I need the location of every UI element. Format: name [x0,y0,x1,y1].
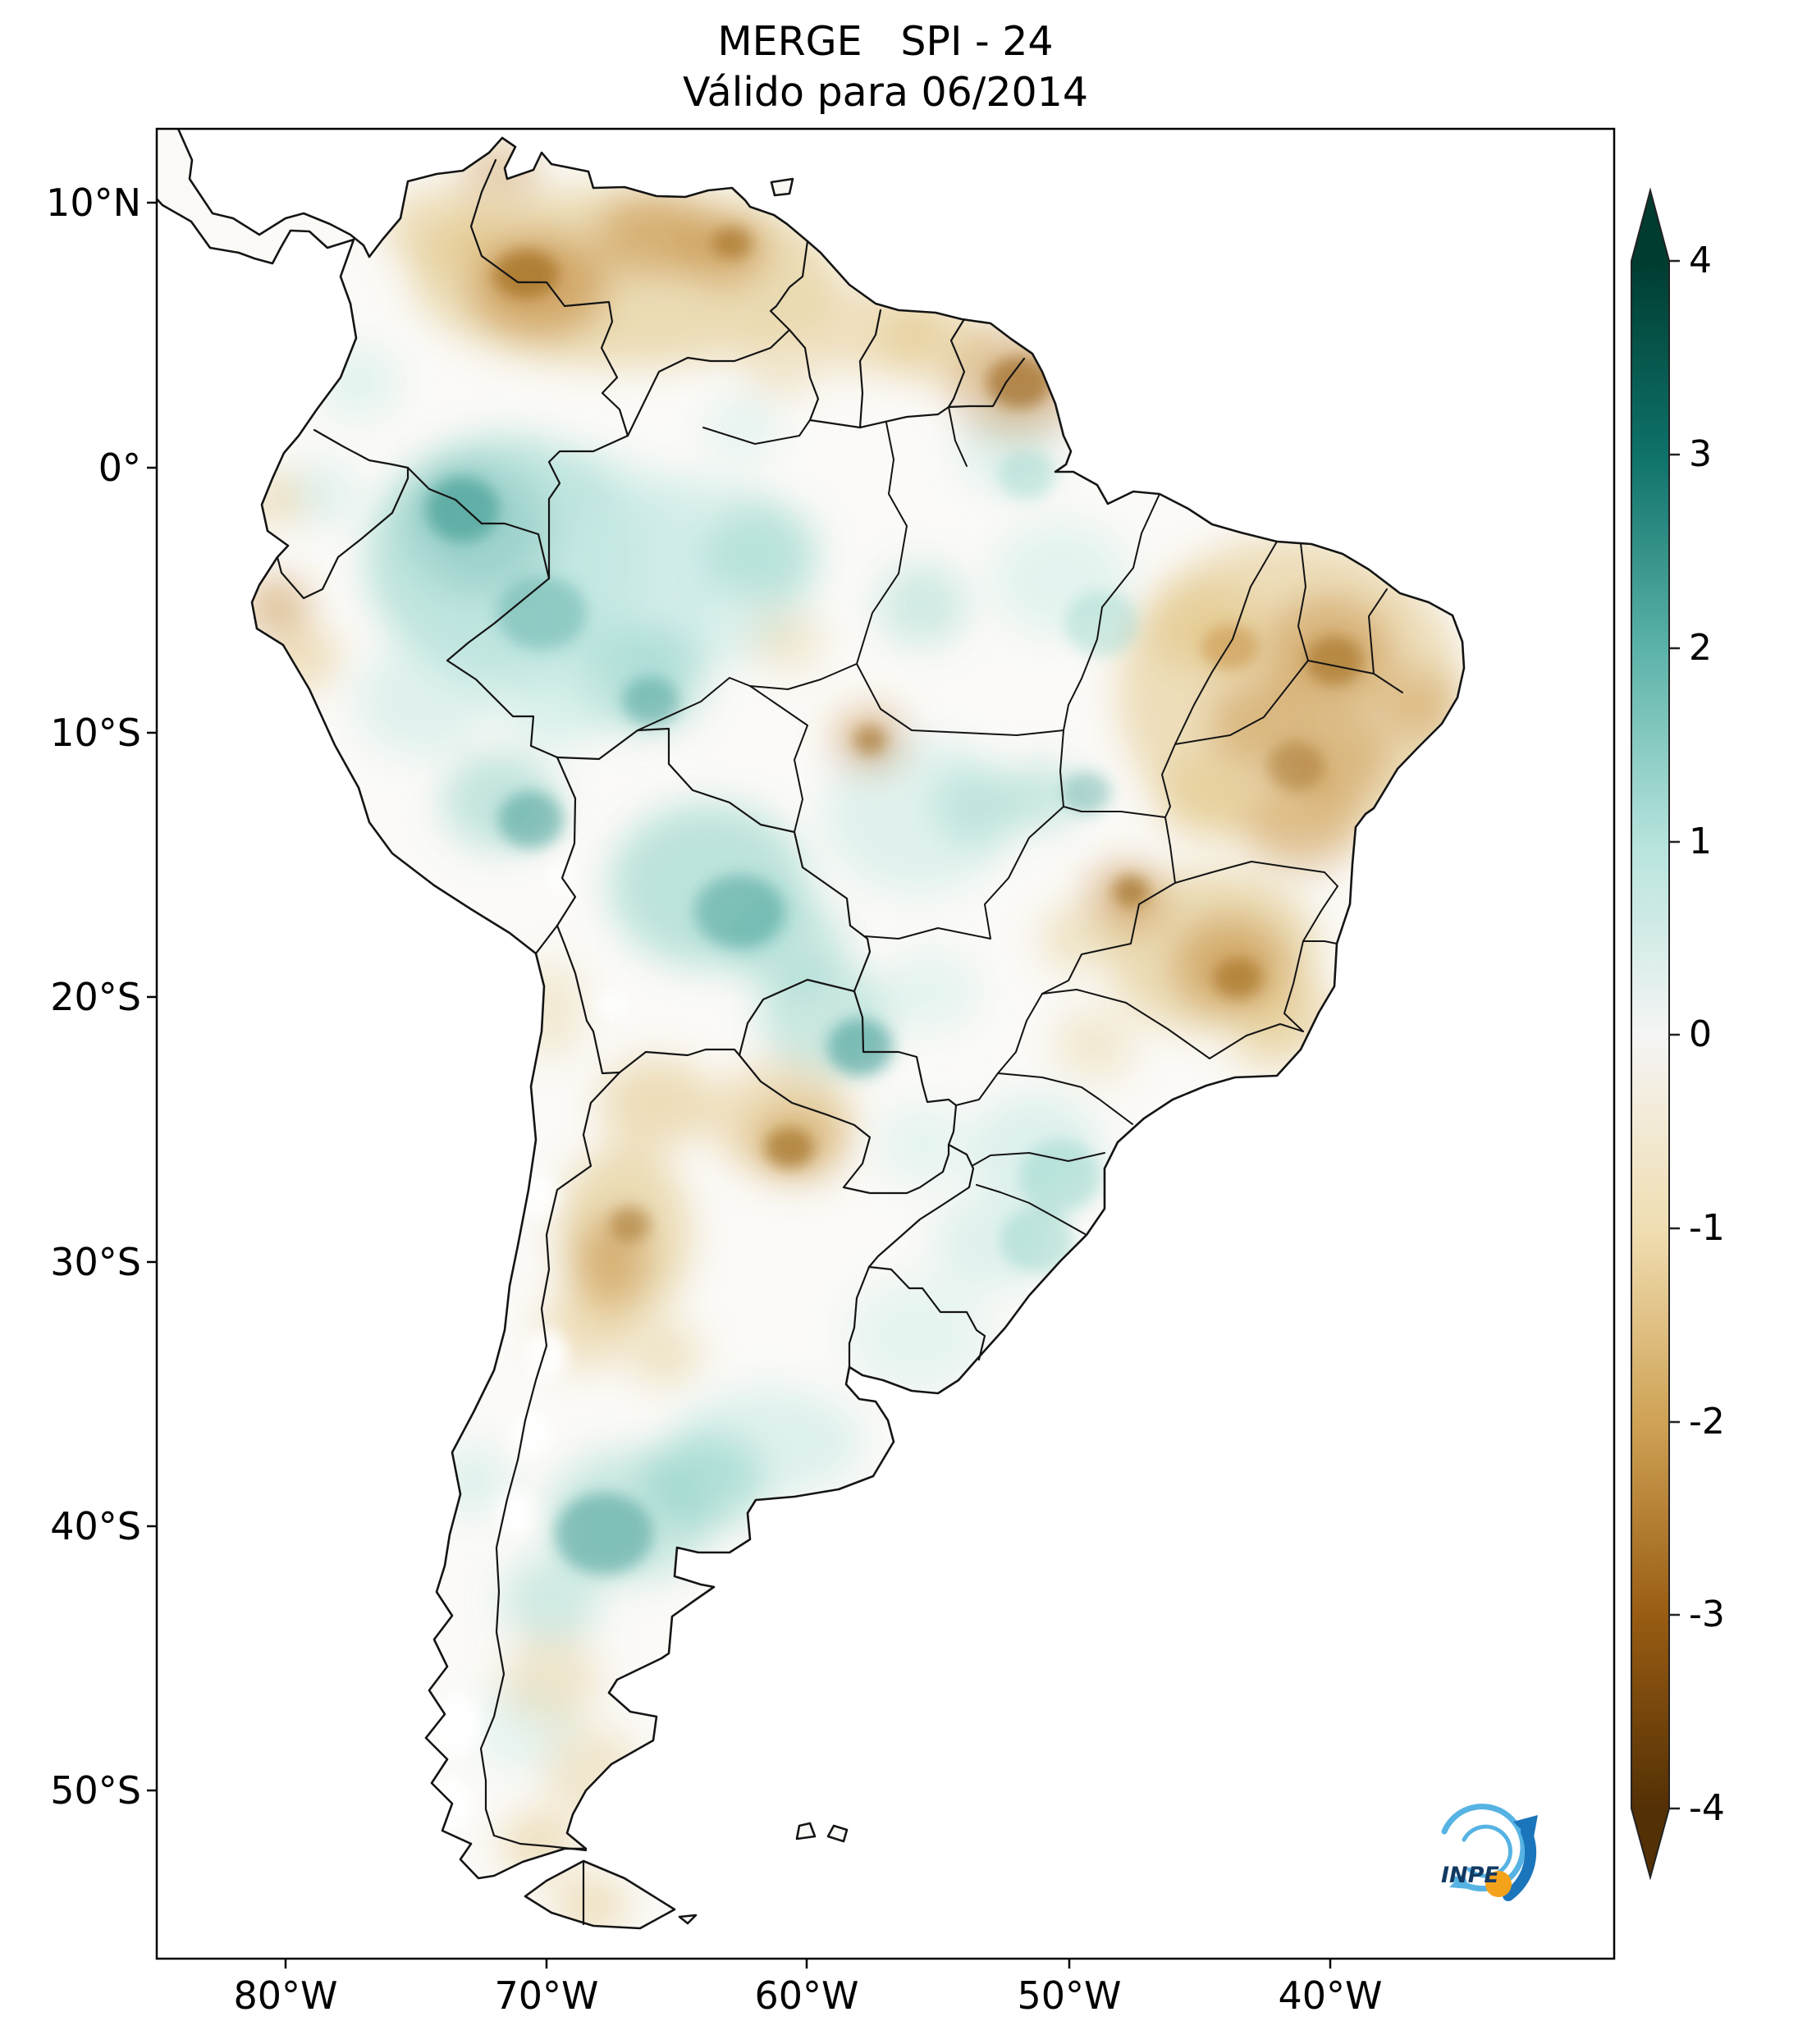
colorbar-tick-label-m2: -2 [1689,1401,1725,1443]
colorbar-gradient [1631,187,1670,1881]
colorbar [1631,187,1680,1881]
colorbar-tick-marks [1669,259,1680,1810]
x-tick-label-40w: 40°W [1278,1973,1383,2018]
colorbar-tick-label-3: 3 [1689,433,1712,475]
colorbar-tick-label-m4: -4 [1689,1787,1725,1829]
logo-swirl-arrowhead-icon [1449,1873,1469,1889]
coastline [157,129,1466,1930]
y-tick-label-50s: 50°S [50,1768,141,1813]
y-tick-label-30s: 30°S [50,1240,141,1284]
axis-tick-marks [147,201,1332,1969]
logo-outer-swirl-icon [1441,1804,1526,1892]
colorbar-tick-label-m1: -1 [1689,1207,1725,1249]
country-borders [276,158,1026,1926]
logo-inner-swirl-icon [1462,1824,1512,1878]
y-tick-label-10s: 10°S [50,711,141,755]
y-tick-label-20s: 20°S [50,975,141,1019]
inpe-logo: INPE [1441,1804,1538,1901]
plot-frame [155,127,1616,1960]
x-tick-label-60w: 60°W [754,1973,859,2018]
logo-arrowhead-icon [1513,1815,1538,1841]
colorbar-tick-label-1: 1 [1689,821,1712,862]
y-tick-label-10n: 10°N [46,181,141,225]
logo-text: INPE [1441,1863,1499,1888]
colorbar-tick-label-m3: -3 [1689,1594,1725,1635]
x-tick-label-80w: 80°W [233,1973,338,2018]
logo-orange-dot-icon [1485,1871,1512,1897]
colorbar-tick-label-2: 2 [1689,627,1712,669]
figure-title: MERGE SPI - 24 [717,18,1054,65]
colorbar-tick-label-0: 0 [1689,1013,1712,1055]
colorbar-tick-label-4: 4 [1689,240,1712,281]
x-tick-label-70w: 70°W [494,1973,599,2018]
figure-subtitle: Válido para 06/2014 [682,69,1089,116]
logo-arrow-icon [1503,1826,1537,1901]
brazil-state-borders [637,406,1403,1236]
y-tick-label-40s: 40°S [50,1504,141,1548]
y-tick-label-0: 0° [98,446,141,490]
x-tick-label-50w: 50°W [1017,1973,1122,2018]
